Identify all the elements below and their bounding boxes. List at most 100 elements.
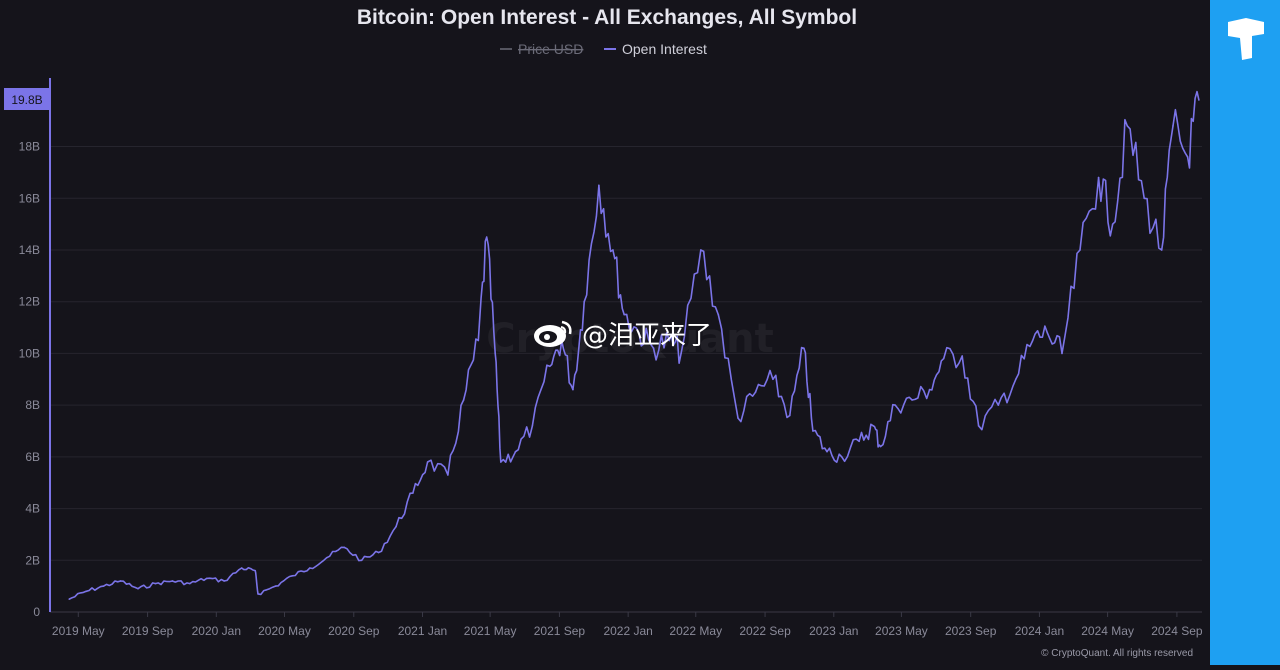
data-point xyxy=(462,399,465,401)
side-bar xyxy=(1210,0,1280,665)
y-tick-label: 12B xyxy=(19,295,40,309)
data-point xyxy=(680,352,682,355)
data-point xyxy=(360,559,363,562)
data-point xyxy=(1172,125,1174,127)
x-tick-label: 2023 Jan xyxy=(809,624,858,638)
data-point xyxy=(928,388,931,391)
data-point xyxy=(812,430,814,432)
data-point xyxy=(652,347,655,350)
x-tick-label: 2022 Jan xyxy=(603,624,652,638)
x-tick-label: 2023 May xyxy=(875,624,928,638)
data-point xyxy=(961,355,964,357)
y-tick-label: 6B xyxy=(25,450,40,464)
data-point xyxy=(737,417,739,419)
x-tick-label: 2019 Sep xyxy=(122,624,174,638)
data-point xyxy=(717,313,720,316)
chart-title: Bitcoin: Open Interest - All Exchanges, … xyxy=(357,6,857,29)
legend-item-open-interest[interactable]: Open Interest xyxy=(604,41,707,57)
chart-panel: Bitcoin: Open Interest - All Exchanges, … xyxy=(4,6,1203,659)
data-point xyxy=(1111,223,1114,225)
data-point xyxy=(137,587,139,590)
last-value-text: 19.8B xyxy=(11,93,42,107)
data-point xyxy=(598,184,600,187)
x-tick-label: 2022 May xyxy=(669,624,722,638)
data-point xyxy=(840,456,843,458)
data-point xyxy=(189,582,191,585)
data-point xyxy=(858,440,860,443)
data-point xyxy=(1061,352,1063,355)
data-point xyxy=(500,461,502,463)
data-point xyxy=(447,474,449,476)
y-tick-label: 14B xyxy=(19,243,40,257)
data-point xyxy=(377,551,380,554)
data-point xyxy=(171,580,174,582)
brand-logo-icon[interactable] xyxy=(1228,18,1264,60)
weibo-watermark: @泪亚来了 xyxy=(534,320,712,351)
y-tick-label: 0 xyxy=(33,605,40,619)
data-point xyxy=(291,574,294,577)
data-point xyxy=(754,391,757,394)
data-point xyxy=(205,577,208,580)
watermark: CryptoQuant xyxy=(486,316,773,362)
x-tick-label: 2020 May xyxy=(258,624,311,638)
data-point xyxy=(343,546,346,549)
data-point xyxy=(223,580,226,582)
x-tick-label: 2020 Sep xyxy=(328,624,380,638)
x-tick-label: 2023 Sep xyxy=(945,624,997,638)
data-point xyxy=(803,347,805,350)
y-tick-label: 10B xyxy=(19,346,40,360)
weibo-logo-icon xyxy=(534,320,572,347)
data-point xyxy=(1097,176,1100,179)
data-point xyxy=(583,300,586,303)
y-tick-label: 4B xyxy=(25,502,40,516)
data-point xyxy=(1046,331,1049,334)
y-tick-label: 18B xyxy=(19,140,40,154)
grid xyxy=(50,146,1202,613)
data-point xyxy=(257,593,259,595)
x-tick-label: 2020 Jan xyxy=(192,624,241,638)
y-axis: 0 2B 4B 6B 8B 10B 12B 14B 16B 18B xyxy=(19,140,41,619)
data-point xyxy=(638,331,640,334)
y-tick-label: 8B xyxy=(25,398,40,412)
copyright-text: © CryptoQuant. All rights reserved xyxy=(1041,648,1193,659)
x-axis: 2019 May 2019 Sep 2020 Jan 2020 May 2020 Sep… xyxy=(50,611,1203,638)
data-point xyxy=(531,425,534,427)
data-point xyxy=(872,425,875,427)
data-point xyxy=(274,585,277,587)
side-bar-svg xyxy=(1210,0,1280,665)
x-tick-label: 2024 May xyxy=(1081,624,1134,638)
last-value-box xyxy=(4,88,50,110)
x-tick-label: 2024 Sep xyxy=(1151,624,1203,638)
last-value-label: 19.8B xyxy=(4,88,50,110)
data-point xyxy=(309,567,311,569)
data-point xyxy=(894,404,897,406)
data-point xyxy=(1126,125,1129,127)
data-point xyxy=(623,313,626,316)
data-point xyxy=(942,357,945,360)
x-tick-label: 2021 Jan xyxy=(398,624,447,638)
chart-svg: Bitcoin: Open Interest - All Exchanges, … xyxy=(4,6,1203,659)
legend-item-price[interactable]: Price USD xyxy=(500,41,583,57)
data-point xyxy=(412,492,414,494)
data-point xyxy=(997,404,1000,406)
data-point xyxy=(426,461,429,463)
data-point xyxy=(514,450,517,453)
data-point xyxy=(1143,197,1146,200)
legend-label-price: Price USD xyxy=(518,41,583,57)
data-point xyxy=(325,556,328,559)
x-tick-label: 2021 May xyxy=(464,624,517,638)
data-point xyxy=(1079,249,1081,251)
data-point xyxy=(119,580,122,582)
data-point xyxy=(1160,249,1163,251)
x-tick-label: 2021 Sep xyxy=(534,624,586,638)
data-point xyxy=(240,567,243,569)
data-point xyxy=(395,525,397,528)
data-point xyxy=(1031,339,1034,342)
y-tick-label: 2B xyxy=(25,553,40,567)
data-point xyxy=(1014,378,1017,381)
data-point xyxy=(789,414,791,417)
data-point xyxy=(68,598,71,600)
legend[interactable]: Price USD Open Interest xyxy=(500,41,707,57)
y-tick-label: 16B xyxy=(19,191,40,205)
